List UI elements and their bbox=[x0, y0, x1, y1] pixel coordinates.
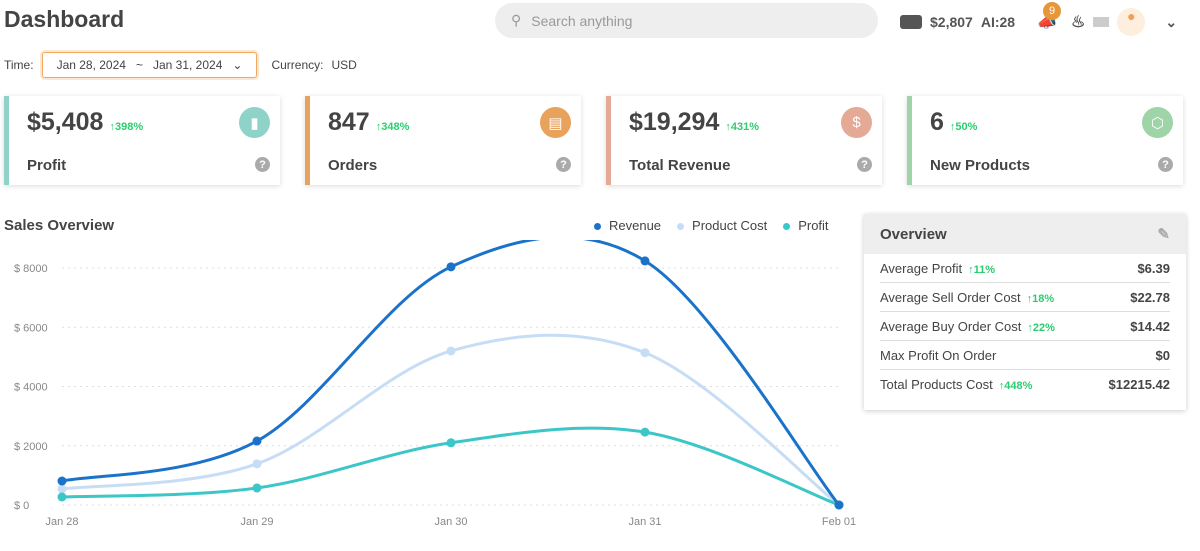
stat-card-total-revenue: $19,294 ↑431% Total Revenue $ ? bbox=[606, 96, 882, 185]
x-tick-label: Jan 28 bbox=[45, 516, 78, 528]
x-tick-label: Jan 30 bbox=[434, 516, 467, 528]
row-change: ↑18% bbox=[1026, 292, 1055, 305]
balance: $2,807 bbox=[930, 14, 973, 30]
chevron-down-icon[interactable]: ⌄ bbox=[1165, 13, 1178, 30]
data-point bbox=[640, 427, 650, 437]
overview-row: Average Sell Order Cost ↑18% $22.78 bbox=[880, 283, 1170, 312]
row-value: $22.78 bbox=[1130, 289, 1170, 305]
bell-icon[interactable]: ♨ bbox=[1070, 14, 1086, 31]
page-title: Dashboard bbox=[4, 6, 125, 32]
date-from: Jan 28, 2024 bbox=[56, 58, 126, 72]
data-point bbox=[252, 459, 262, 469]
x-tick-label: Feb 01 bbox=[822, 516, 856, 528]
stat-label: Orders bbox=[328, 157, 378, 174]
stat-card-new-products: 6 ↑50% New Products ⬡ ? bbox=[907, 96, 1183, 185]
y-tick-label: $ 2000 bbox=[14, 441, 48, 453]
series-line-revenue bbox=[61, 240, 841, 506]
overview-panel: Overview ✎ Average Profit ↑11% $6.39 Average… bbox=[864, 214, 1186, 410]
data-point bbox=[834, 500, 844, 510]
overview-row: Average Buy Order Cost ↑22% $14.42 bbox=[880, 312, 1170, 341]
date-range-picker[interactable]: Jan 28, 2024 ~ Jan 31, 2024 ⌄ bbox=[41, 52, 258, 78]
data-point bbox=[252, 436, 262, 446]
time-label: Time: bbox=[4, 58, 34, 72]
row-label: Average Profit bbox=[880, 260, 963, 276]
help-icon[interactable]: ? bbox=[1158, 157, 1173, 172]
chart-legend: Revenue Product Cost Profit bbox=[594, 218, 829, 233]
row-value: $12215.42 bbox=[1108, 377, 1170, 392]
stat-value: 6 ↑50% bbox=[930, 108, 978, 136]
data-point bbox=[640, 256, 650, 266]
avatar[interactable]: ● bbox=[1117, 8, 1146, 36]
stat-label: Total Revenue bbox=[629, 157, 731, 174]
stat-change: ↑50% bbox=[949, 121, 978, 133]
row-value: $14.42 bbox=[1130, 318, 1170, 334]
help-icon[interactable]: ? bbox=[556, 157, 571, 172]
ai-credits: AI:28 bbox=[980, 14, 1016, 30]
overview-row: Max Profit On Order $0 bbox=[880, 341, 1170, 370]
data-point bbox=[252, 483, 262, 493]
row-change: ↑448% bbox=[998, 380, 1033, 392]
row-value: $0 bbox=[1155, 347, 1170, 363]
data-point bbox=[446, 438, 456, 448]
y-tick-label: $ 4000 bbox=[14, 382, 48, 394]
clipboard-icon: ▤ bbox=[540, 107, 571, 138]
data-point bbox=[57, 476, 67, 486]
date-to: Jan 31, 2024 bbox=[152, 58, 223, 72]
box-icon: ⬡ bbox=[1142, 107, 1173, 138]
row-label: Max Profit On Order bbox=[880, 347, 997, 363]
stat-value: $19,294 ↑431% bbox=[629, 108, 760, 136]
stat-change: ↑431% bbox=[725, 121, 760, 133]
bar-chart-icon: ▮ bbox=[239, 107, 270, 138]
wallet-icon[interactable] bbox=[900, 15, 922, 29]
row-label: Total Products Cost bbox=[880, 377, 993, 392]
chevron-down-icon: ⌄ bbox=[232, 58, 243, 72]
row-change: ↑11% bbox=[968, 263, 996, 276]
stat-card-profit: $5,408 ↑398% Profit ▮ ? bbox=[4, 96, 280, 185]
stat-value: $5,408 ↑398% bbox=[27, 108, 144, 136]
data-point bbox=[57, 484, 67, 494]
row-value: $6.39 bbox=[1137, 260, 1170, 276]
overview-row: Average Profit ↑11% $6.39 bbox=[880, 254, 1170, 283]
row-label: Average Buy Order Cost bbox=[880, 318, 1022, 334]
overview-row: Total Products Cost ↑448% $12215.42 bbox=[880, 370, 1170, 399]
search-placeholder: Search anything bbox=[531, 12, 633, 29]
x-tick-label: Jan 31 bbox=[628, 516, 661, 528]
flag-icon[interactable] bbox=[1093, 17, 1110, 27]
y-tick-label: $ 8000 bbox=[14, 263, 48, 275]
data-point bbox=[57, 492, 67, 502]
row-change: ↑22% bbox=[1027, 321, 1055, 334]
stat-change: ↑398% bbox=[109, 121, 144, 133]
edit-icon[interactable]: ✎ bbox=[1157, 226, 1170, 243]
notification-badge: 9 bbox=[1043, 2, 1061, 20]
search-input[interactable]: ⚲ Search anything bbox=[495, 3, 878, 38]
legend-revenue[interactable]: Revenue bbox=[594, 218, 661, 233]
y-tick-label: $ 6000 bbox=[14, 322, 48, 334]
top-bar-right: $2,807 AI:28 📣 ♨ ● ⌄ bbox=[900, 8, 1177, 36]
data-point bbox=[640, 348, 650, 358]
series-line-product-cost bbox=[61, 333, 840, 507]
row-label: Average Sell Order Cost bbox=[880, 289, 1021, 305]
sales-overview-title: Sales Overview bbox=[4, 217, 115, 234]
legend-product-cost[interactable]: Product Cost bbox=[677, 218, 767, 233]
currency-value[interactable]: USD bbox=[331, 58, 357, 72]
stat-label: New Products bbox=[930, 157, 1031, 174]
date-separator: ~ bbox=[135, 58, 143, 72]
stat-change: ↑348% bbox=[375, 121, 410, 133]
help-icon[interactable]: ? bbox=[857, 157, 872, 172]
currency-label: Currency: bbox=[271, 58, 324, 72]
x-tick-label: Jan 29 bbox=[240, 516, 273, 528]
data-point bbox=[446, 346, 456, 356]
stat-value: 847 ↑348% bbox=[328, 108, 410, 136]
filters: Time: Jan 28, 2024 ~ Jan 31, 2024 ⌄ Curr… bbox=[4, 52, 357, 78]
overview-title: Overview bbox=[880, 225, 947, 243]
data-point bbox=[446, 262, 456, 272]
stat-card-orders: 847 ↑348% Orders ▤ ? bbox=[305, 96, 581, 185]
sales-chart: $ 0 $ 2000 $ 4000 $ 6000 $ 8000 Jan 28 Jan 29 J… bbox=[14, 240, 856, 528]
y-tick-label: $ 0 bbox=[14, 500, 29, 512]
search-icon: ⚲ bbox=[511, 12, 522, 28]
help-icon[interactable]: ? bbox=[255, 157, 270, 172]
legend-profit[interactable]: Profit bbox=[783, 218, 829, 233]
dollar-icon: $ bbox=[841, 107, 872, 138]
stat-label: Profit bbox=[27, 157, 67, 174]
